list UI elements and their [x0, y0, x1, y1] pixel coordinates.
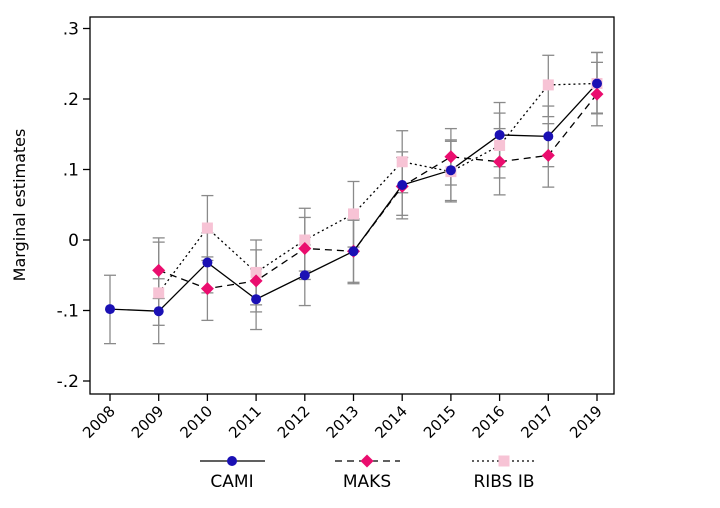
legend: CAMI MAKS RIBS IB	[200, 454, 537, 492]
data-point-cami	[397, 180, 408, 191]
legend-label: CAMI	[210, 472, 253, 492]
y-tick-label: .2	[63, 90, 79, 110]
legend-marker	[360, 454, 374, 468]
x-tick-label: 2017	[517, 402, 557, 442]
y-tick-label: -.1	[57, 302, 79, 322]
y-tick-label: 0	[68, 231, 79, 251]
data-point-cami	[494, 129, 505, 140]
x-tick-label: 2010	[176, 402, 216, 442]
data-point-ribs-ib	[299, 234, 311, 246]
x-axis-ticks: 2008 2009 2010 2011 2012 2013 2014 2015 2016 2017…	[79, 394, 606, 442]
data-point-cami	[445, 165, 456, 176]
data-point-ribs-ib	[201, 222, 213, 234]
data-point-cami	[299, 270, 310, 281]
data-point-maks	[200, 282, 214, 296]
data-point-maks	[541, 148, 555, 162]
data-point-cami	[105, 304, 115, 315]
data-point-cami	[348, 246, 359, 257]
x-tick-label: 2013	[323, 402, 363, 442]
data-point-maks	[493, 155, 507, 169]
x-tick-label: 2012	[274, 402, 314, 442]
legend-label: MAKS	[343, 472, 391, 492]
y-tick-label: .1	[63, 161, 79, 181]
y-axis-label: Marginal estimates	[10, 129, 29, 282]
legend-marker	[227, 456, 237, 466]
data-point-cami	[251, 294, 262, 305]
data-point-ribs-ib	[348, 208, 359, 220]
data-point-maks	[249, 274, 263, 288]
y-tick-label: .3	[63, 20, 79, 40]
data-point-ribs-ib	[396, 156, 408, 168]
y-tick-label: -.2	[57, 372, 79, 392]
data-point-maks	[590, 87, 604, 101]
data-point-cami	[592, 78, 602, 89]
series-line-maks	[158, 93, 598, 290]
data-point-ribs-ib	[153, 287, 165, 299]
data-point-ribs-ib	[542, 79, 554, 91]
legend-marker	[498, 455, 510, 467]
y-axis-ticks: -.2 -.1 0 .1 .2 .3	[57, 20, 90, 392]
x-tick-label: 2019	[566, 402, 606, 442]
data-point-maks	[444, 150, 458, 164]
data-point-maks	[298, 241, 312, 255]
x-tick-label: 2008	[79, 402, 119, 442]
data-point-maks	[152, 263, 166, 277]
data-point-cami	[543, 131, 554, 142]
plot-frame	[89, 16, 615, 395]
data-point-cami	[153, 306, 164, 317]
data-point-cami	[202, 257, 213, 268]
x-tick-label: 2011	[225, 402, 265, 442]
x-tick-label: 2014	[371, 402, 411, 442]
series-line-ribs-ib	[158, 82, 598, 294]
data-point-ribs-ib	[250, 266, 262, 278]
series-markers	[105, 77, 604, 317]
x-tick-label: 2015	[420, 402, 460, 442]
x-tick-label: 2016	[469, 402, 509, 442]
legend-label: RIBS IB	[473, 472, 534, 492]
data-point-ribs-ib	[494, 140, 506, 152]
x-tick-label: 2009	[128, 402, 168, 442]
error-bars	[104, 51, 603, 345]
